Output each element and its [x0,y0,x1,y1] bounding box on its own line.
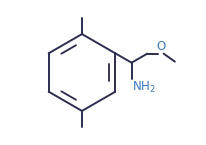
Text: O: O [156,40,166,53]
Text: NH$_2$: NH$_2$ [132,80,156,95]
